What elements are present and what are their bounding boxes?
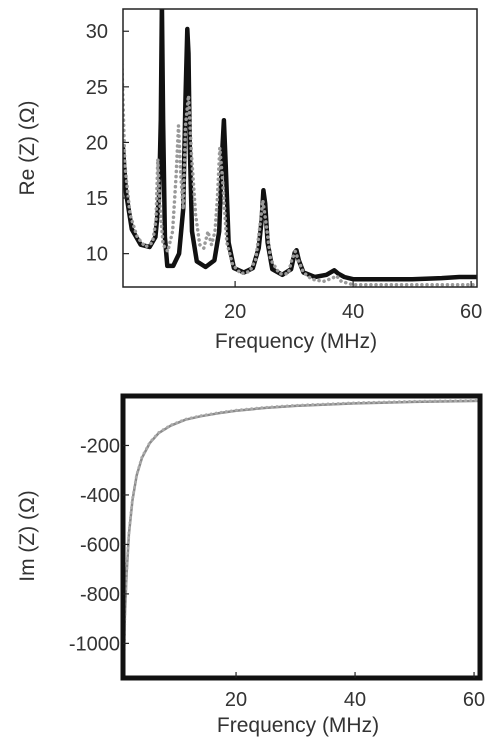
chart-imaginary-impedance: 20 40 60 -200 -400 -600 -800 -1000 Frequency (M… [16, 393, 485, 737]
real-impedance-ticks-layer: 20 40 60 10 15 20 25 30 [86, 21, 482, 323]
real-impedance-series-layer [123, 9, 477, 287]
real-impedance-x-tick-label: 40 [342, 301, 364, 323]
chart-real-impedance: 20 40 60 10 15 20 25 30 Frequency (MHz) Re (Z) … [16, 8, 482, 353]
real-impedance-plot-frame [122, 8, 478, 288]
imaginary-impedance-series-dotted-line [123, 399, 480, 677]
real-impedance-y-tick-label: 25 [86, 77, 108, 99]
real-impedance-series-solid-line [123, 9, 477, 282]
real-impedance-y-tick-label: 20 [86, 132, 108, 154]
imaginary-impedance-x-tick-label: 60 [463, 689, 485, 711]
imaginary-impedance-y-tick-label: -200 [80, 435, 120, 457]
real-impedance-y-tick-label: 10 [86, 244, 108, 266]
imaginary-impedance-x-axis-label: Frequency (MHz) [217, 714, 379, 737]
imaginary-impedance-series-solid-line [123, 399, 480, 677]
imaginary-impedance-plot-frame [120, 393, 483, 681]
imaginary-impedance-ticks-layer: 20 40 60 -200 -400 -600 -800 -1000 [69, 435, 485, 711]
real-impedance-x-axis-label: Frequency (MHz) [215, 330, 377, 353]
imaginary-impedance-y-axis-label: Im (Z) (Ω) [16, 490, 39, 582]
real-impedance-y-tick-label: 15 [86, 188, 108, 210]
imaginary-impedance-y-tick-label: -1000 [69, 633, 120, 655]
real-impedance-y-tick-label: 30 [86, 21, 108, 43]
imaginary-impedance-y-tick-label: -600 [80, 534, 120, 556]
imaginary-impedance-y-tick-label: -800 [80, 584, 120, 606]
imaginary-impedance-x-tick-label: 40 [344, 689, 366, 711]
imaginary-impedance-series-layer [123, 399, 480, 677]
real-impedance-x-tick-label: 60 [460, 301, 482, 323]
real-impedance-x-tick-label: 20 [224, 301, 246, 323]
real-impedance-y-axis-label: Re (Z) (Ω) [16, 100, 39, 195]
imaginary-impedance-y-tick-label: -400 [80, 485, 120, 507]
real-impedance-series-dotted-line [123, 57, 476, 287]
imaginary-impedance-x-tick-label: 20 [225, 689, 247, 711]
